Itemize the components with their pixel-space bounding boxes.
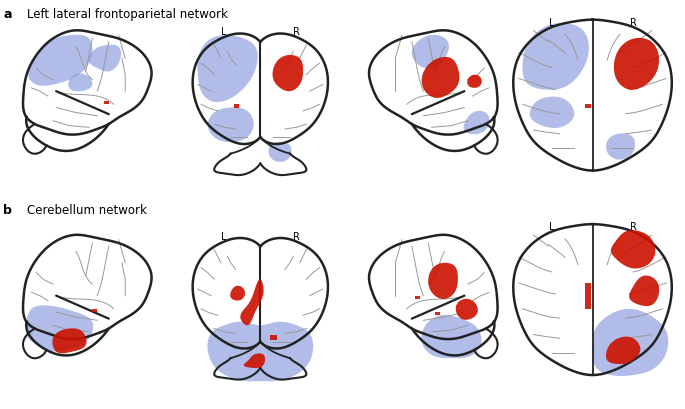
Text: R: R — [293, 27, 300, 37]
Text: L: L — [549, 222, 555, 232]
Polygon shape — [230, 286, 245, 301]
Polygon shape — [89, 45, 121, 72]
Polygon shape — [530, 97, 574, 128]
Polygon shape — [240, 279, 264, 325]
Text: b: b — [3, 204, 12, 218]
Text: Left lateral frontoparietal network: Left lateral frontoparietal network — [27, 8, 228, 21]
Polygon shape — [415, 296, 420, 299]
Polygon shape — [435, 312, 440, 315]
Text: R: R — [630, 18, 636, 28]
Polygon shape — [208, 322, 313, 381]
Polygon shape — [197, 35, 258, 102]
Polygon shape — [606, 337, 640, 364]
Polygon shape — [28, 35, 92, 86]
Polygon shape — [244, 353, 265, 368]
Polygon shape — [270, 335, 277, 340]
Polygon shape — [593, 309, 669, 376]
Polygon shape — [68, 74, 92, 91]
Polygon shape — [456, 299, 478, 320]
Polygon shape — [585, 104, 590, 108]
Polygon shape — [614, 38, 659, 90]
Polygon shape — [523, 23, 589, 90]
Polygon shape — [611, 230, 656, 268]
Polygon shape — [464, 111, 489, 134]
Polygon shape — [412, 35, 449, 68]
Polygon shape — [606, 133, 635, 160]
Polygon shape — [92, 309, 97, 312]
Text: a: a — [3, 8, 12, 21]
Text: L: L — [221, 27, 227, 37]
Polygon shape — [428, 263, 458, 299]
Text: R: R — [293, 231, 300, 242]
Polygon shape — [208, 108, 253, 142]
Text: L: L — [549, 18, 555, 28]
Text: R: R — [630, 222, 636, 232]
Polygon shape — [234, 104, 239, 108]
Polygon shape — [585, 283, 590, 309]
Polygon shape — [52, 328, 86, 353]
Polygon shape — [273, 55, 303, 91]
Polygon shape — [269, 142, 292, 162]
Polygon shape — [421, 315, 482, 358]
Polygon shape — [629, 276, 659, 306]
Polygon shape — [26, 306, 93, 352]
Polygon shape — [467, 75, 482, 88]
Text: L: L — [221, 231, 227, 242]
Text: Cerebellum network: Cerebellum network — [27, 204, 147, 218]
Polygon shape — [104, 101, 109, 104]
Polygon shape — [422, 57, 460, 98]
